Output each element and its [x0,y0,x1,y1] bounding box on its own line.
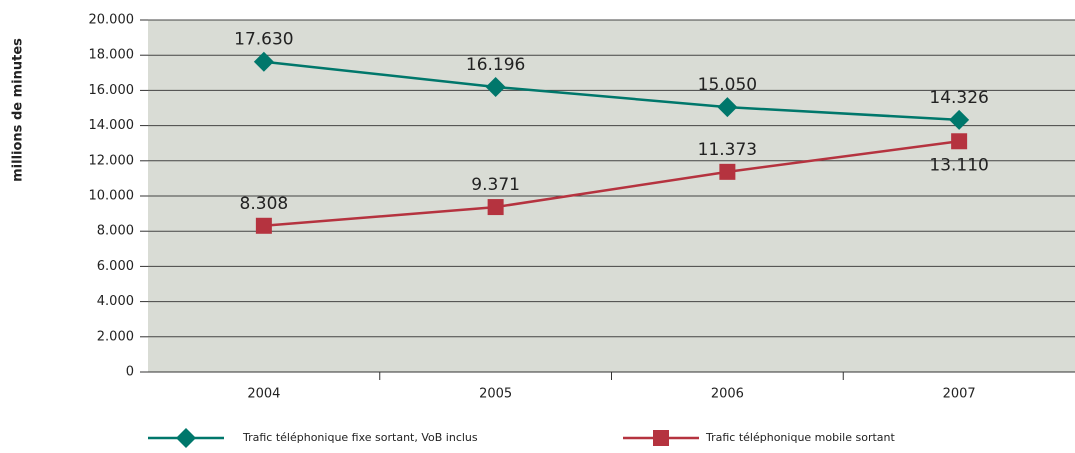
data-point [717,97,738,118]
x-tick-label: 2005 [479,387,512,402]
data-label: 16.196 [466,55,525,75]
y-tick-label: 4.000 [97,294,134,309]
y-tick-label: 0 [126,365,134,380]
legend-marker [176,428,196,448]
x-tick-label: 2007 [943,387,976,402]
data-point [253,51,274,72]
data-label: 9.371 [471,175,520,195]
series-line [263,140,960,228]
legend-label: Trafic téléphonique mobile sortant [705,431,895,444]
data-label: 8.308 [240,194,289,214]
y-tick-label: 12.000 [89,153,135,168]
data-point [719,163,736,180]
y-tick-label: 2.000 [97,329,134,344]
y-tick-label: 14.000 [89,118,135,133]
legend-label: Trafic téléphonique fixe sortant, VoB in… [242,431,478,444]
y-tick-label: 10.000 [89,189,135,204]
data-label: 15.050 [698,75,757,95]
y-tick-label: 20.000 [89,13,135,28]
data-point [951,133,968,150]
legend-marker [653,430,669,446]
y-tick-label: 18.000 [89,48,135,63]
y-tick-label: 16.000 [89,83,135,98]
data-point [487,199,504,216]
x-tick-label: 2006 [711,387,744,402]
y-tick-label: 6.000 [97,259,134,274]
data-point [485,76,506,97]
x-tick-label: 2004 [247,387,280,402]
series-line [263,60,960,122]
data-label: 13.110 [929,155,988,175]
y-tick-label: 8.000 [97,224,134,239]
data-label: 14.326 [929,88,988,108]
data-point [949,109,970,130]
y-axis-label: millions de minutes [11,38,26,182]
data-label: 11.373 [698,140,757,160]
data-label: 17.630 [234,30,293,50]
data-point [255,217,272,234]
